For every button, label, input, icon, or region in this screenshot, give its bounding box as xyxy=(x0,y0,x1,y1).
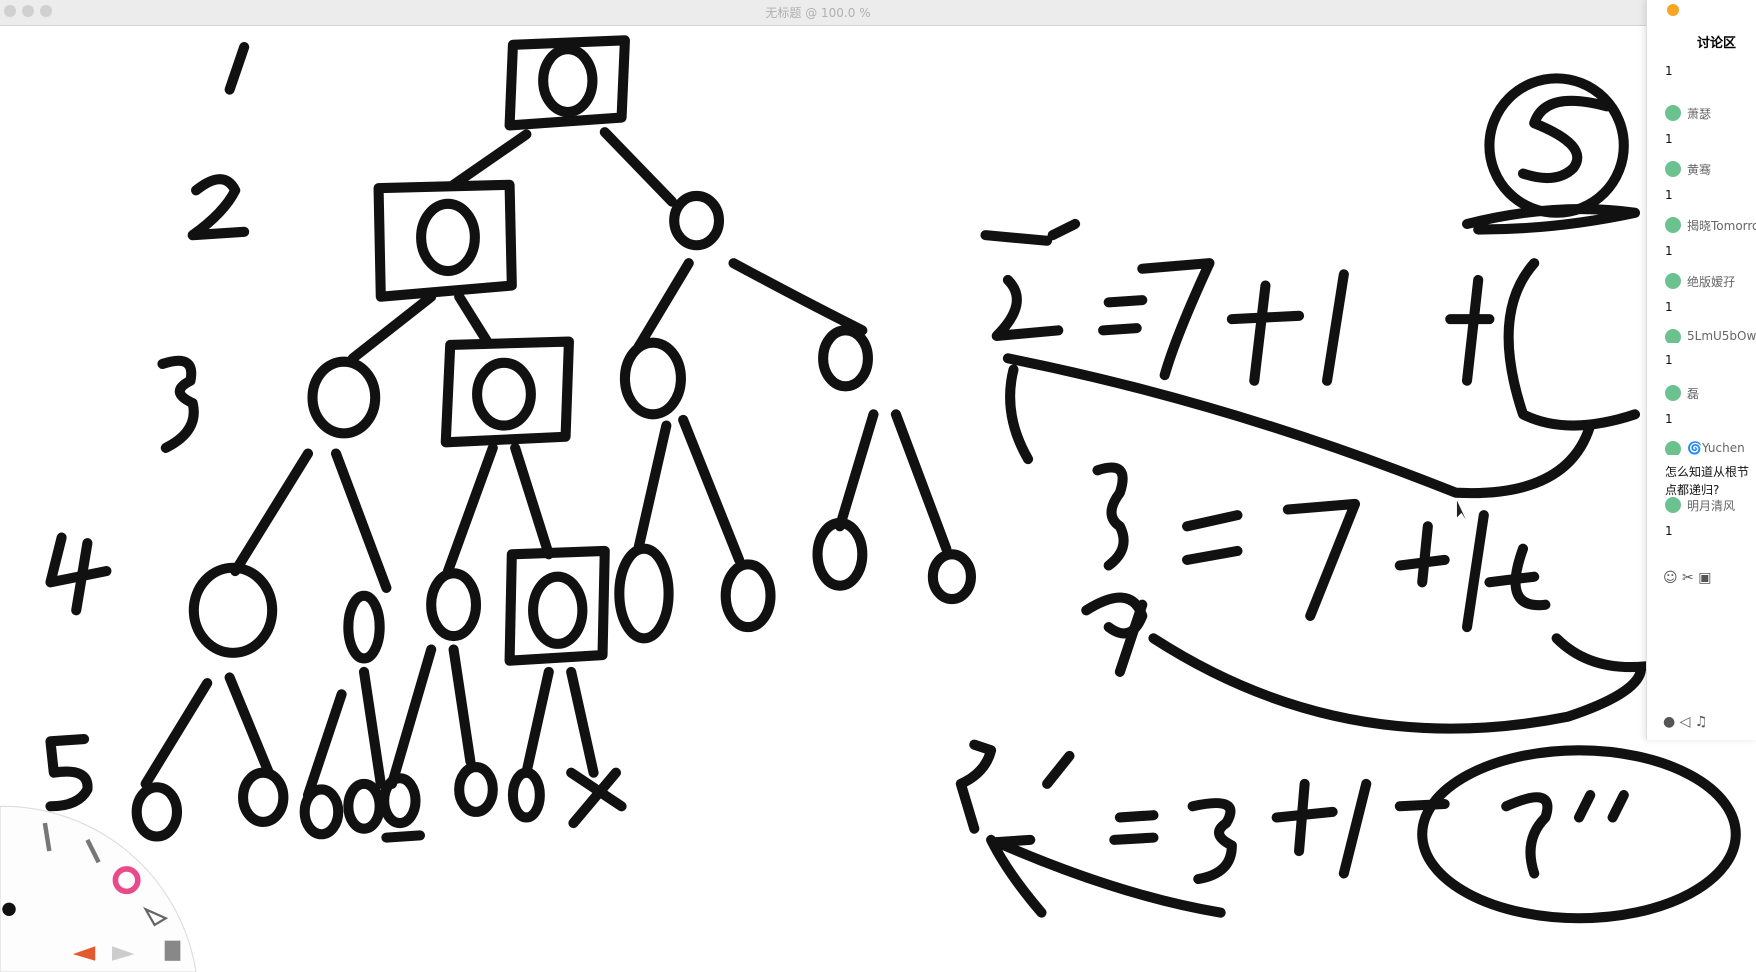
message-text: 1 xyxy=(1665,300,1673,314)
pen-tools[interactable] xyxy=(42,822,101,864)
chat-message: 萧瑟 1 xyxy=(1665,105,1756,148)
title-bar: 无标题 @ 100.0 % xyxy=(0,0,1756,26)
panel-dot xyxy=(1667,4,1679,16)
ink xyxy=(45,35,1741,924)
chat-message: 黄骞 1 xyxy=(1665,161,1756,204)
message-text: 1 xyxy=(1665,412,1673,426)
brush-size[interactable] xyxy=(2,902,16,917)
message-text: 1 xyxy=(1665,244,1673,258)
chat-toolbar: ☺ ✂ ▣ xyxy=(1663,570,1712,586)
chat-panel: 讨论区 1 萧瑟 1 黄骞 1 揭晓Tomorro 1 绝版嫒孖 1 5LmU5bOw 1 磊 1 🌀Yu… xyxy=(1646,0,1756,740)
user-name: 🌀Yuchen xyxy=(1665,441,1756,455)
chat-message: 揭晓Tomorro 1 xyxy=(1665,217,1756,260)
chat-message: 🌀Yuchen 怎么知道从根节点都递归? xyxy=(1665,441,1756,499)
message-text: 怎么知道从根节点都递归? xyxy=(1665,465,1750,497)
redo-button[interactable] xyxy=(112,946,135,961)
close-button[interactable] xyxy=(4,5,16,17)
undo-button[interactable] xyxy=(72,946,96,961)
message-text: 1 xyxy=(1665,188,1673,202)
window-title: 无标题 @ 100.0 % xyxy=(765,6,871,20)
user-name: 绝版嫒孖 xyxy=(1665,273,1756,290)
minimize-button[interactable] xyxy=(22,5,34,17)
message-text: 1 xyxy=(1665,353,1673,367)
chat-message: 绝版嫒孖 1 xyxy=(1665,273,1756,316)
delete-button[interactable] xyxy=(164,940,181,961)
select-tool[interactable] xyxy=(142,906,169,927)
message-text: 1 xyxy=(1665,524,1673,538)
user-name: 黄骞 xyxy=(1665,161,1756,178)
chat-message: 1 xyxy=(1665,62,1756,80)
chat-message: 5LmU5bOw 1 xyxy=(1665,329,1756,369)
user-name: 明月清风 xyxy=(1665,497,1756,514)
chat-message: 明月清风 1 xyxy=(1665,497,1756,540)
user-name: 揭晓Tomorro xyxy=(1665,217,1756,234)
user-name: 磊 xyxy=(1665,385,1756,402)
chat-title: 讨论区 xyxy=(1697,36,1737,51)
message-text: 1 xyxy=(1665,64,1673,78)
user-name: 萧瑟 xyxy=(1665,105,1756,122)
tool-palette xyxy=(0,805,197,972)
audio-controls: ● ◁ ♫ xyxy=(1663,714,1708,730)
user-name: 5LmU5bOw xyxy=(1665,329,1756,343)
message-text: 1 xyxy=(1665,132,1673,146)
mouse-cursor xyxy=(1456,500,1466,520)
zoom-button[interactable] xyxy=(40,5,52,17)
color-picker[interactable] xyxy=(112,866,141,895)
